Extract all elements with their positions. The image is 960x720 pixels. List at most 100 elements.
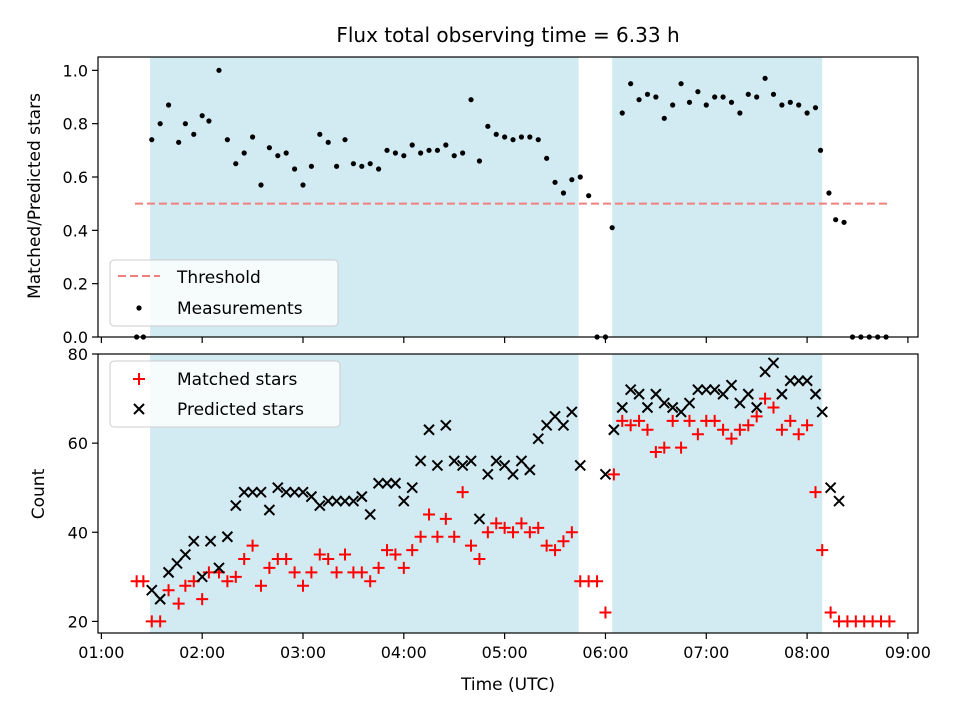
matched-point-34 bbox=[414, 530, 427, 543]
count-xtick-label-1: 02:00 bbox=[179, 643, 225, 662]
legend-measurements-label: Measurements bbox=[177, 299, 303, 319]
ratio-legend: Threshold Measurements bbox=[109, 259, 339, 327]
predicted-point-76 bbox=[801, 375, 813, 387]
measurement-point-33 bbox=[409, 142, 415, 148]
measurement-point-79 bbox=[796, 102, 802, 108]
predicted-point-79 bbox=[824, 481, 837, 494]
matched-point-42 bbox=[481, 526, 494, 539]
measurement-point-19 bbox=[291, 166, 298, 172]
predicted-point-59 bbox=[658, 397, 670, 409]
count-xtick-label-7: 08:00 bbox=[784, 643, 830, 662]
ratio-window-1 bbox=[612, 57, 823, 337]
predicted-point-18 bbox=[297, 486, 309, 498]
predicted-point-31 bbox=[406, 481, 418, 494]
count-legend: Matched stars Predicted stars bbox=[109, 360, 341, 428]
matched-point-39 bbox=[456, 486, 469, 499]
matched-point-55 bbox=[591, 575, 604, 588]
predicted-point-42 bbox=[498, 459, 511, 472]
predicted-point-53 bbox=[608, 424, 620, 436]
predicted-point-7 bbox=[204, 535, 217, 547]
predicted-point-65 bbox=[708, 383, 721, 396]
count-ytick-label-0: 20 bbox=[68, 612, 88, 631]
matched-point-73 bbox=[742, 419, 755, 432]
predicted-point-27 bbox=[372, 477, 385, 489]
predicted-point-34 bbox=[431, 459, 444, 472]
measurement-point-15 bbox=[258, 182, 264, 188]
predicted-point-68 bbox=[734, 397, 746, 409]
predicted-point-0 bbox=[146, 584, 158, 596]
predicted-point-24 bbox=[347, 495, 360, 507]
measurement-point-14 bbox=[249, 134, 256, 140]
measurement-point-31 bbox=[392, 150, 399, 156]
predicted-point-21 bbox=[322, 495, 334, 507]
predicted-point-73 bbox=[776, 388, 788, 400]
count-xtick-label-0: 01:00 bbox=[78, 643, 124, 662]
measurement-point-48 bbox=[535, 137, 541, 143]
measurement-point-73 bbox=[745, 91, 751, 97]
predicted-point-33 bbox=[423, 424, 435, 436]
predicted-point-55 bbox=[624, 383, 637, 396]
predicted-point-15 bbox=[272, 481, 284, 494]
matched-point-57 bbox=[607, 468, 620, 481]
predicted-point-3 bbox=[171, 557, 183, 570]
measurement-point-37 bbox=[443, 142, 449, 148]
measurement-point-10 bbox=[216, 67, 222, 73]
matched-point-78 bbox=[784, 414, 797, 427]
predicted-stars-points bbox=[146, 357, 845, 605]
predicted-point-16 bbox=[280, 486, 292, 498]
measurement-point-7 bbox=[191, 131, 197, 137]
matched-point-19 bbox=[288, 566, 301, 579]
measurement-point-68 bbox=[703, 102, 709, 108]
measurement-point-80 bbox=[804, 110, 810, 116]
matched-point-61 bbox=[641, 423, 654, 436]
ratio-y-axis-label: Matched/Predicted stars bbox=[25, 93, 45, 299]
measurement-point-49 bbox=[544, 155, 550, 161]
legend-predicted-swatch bbox=[133, 403, 145, 415]
predicted-point-57 bbox=[641, 401, 654, 414]
chart-title: Flux total observing time = 6.33 h bbox=[336, 23, 679, 47]
measurement-point-51 bbox=[560, 190, 567, 196]
predicted-point-32 bbox=[414, 455, 427, 467]
count-legend-box bbox=[109, 360, 341, 428]
matched-point-48 bbox=[532, 521, 545, 534]
ratio-ytick-label-1: 0.2 bbox=[63, 275, 88, 294]
matched-point-71 bbox=[725, 432, 738, 445]
matched-point-36 bbox=[431, 530, 444, 543]
matched-point-44 bbox=[498, 521, 511, 534]
predicted-point-37 bbox=[456, 459, 469, 472]
count-panel: 20 40 60 80 01:00 02:00 03:00 04:00 05:00 06:00 07… bbox=[29, 345, 931, 695]
measurement-point-40 bbox=[468, 97, 474, 103]
matched-point-75 bbox=[759, 392, 772, 405]
matched-point-46 bbox=[515, 517, 528, 530]
matched-point-20 bbox=[297, 579, 309, 592]
matched-point-59 bbox=[624, 419, 637, 432]
predicted-point-36 bbox=[448, 455, 460, 467]
matched-point-38 bbox=[448, 530, 461, 543]
matched-point-28 bbox=[364, 575, 377, 588]
matched-point-15 bbox=[254, 579, 267, 592]
measurement-point-69 bbox=[712, 94, 718, 100]
matched-point-6 bbox=[179, 579, 192, 592]
matched-point-45 bbox=[507, 526, 520, 539]
measurement-point-72 bbox=[737, 110, 743, 116]
predicted-point-45 bbox=[524, 464, 536, 476]
measurement-point-47 bbox=[527, 134, 533, 140]
matched-point-16 bbox=[263, 561, 276, 574]
measurement-point-43 bbox=[493, 131, 499, 137]
measurement-point-60 bbox=[636, 97, 642, 103]
predicted-point-38 bbox=[465, 455, 477, 467]
matched-point-9 bbox=[202, 566, 215, 579]
measurement-point-25 bbox=[342, 137, 348, 143]
measurement-point-41 bbox=[476, 158, 483, 164]
ratio-axes: 0.0 0.2 0.4 0.6 0.8 1.0 bbox=[63, 56, 919, 347]
measurement-point-30 bbox=[384, 147, 390, 153]
measurement-point-20 bbox=[300, 182, 306, 188]
measurement-point-64 bbox=[670, 102, 676, 108]
matched-point-37 bbox=[439, 512, 452, 525]
predicted-point-41 bbox=[490, 455, 502, 467]
predicted-point-13 bbox=[255, 486, 267, 498]
measurement-point-34 bbox=[418, 150, 424, 156]
measurement-point-8 bbox=[199, 113, 205, 119]
predicted-point-56 bbox=[633, 388, 645, 400]
